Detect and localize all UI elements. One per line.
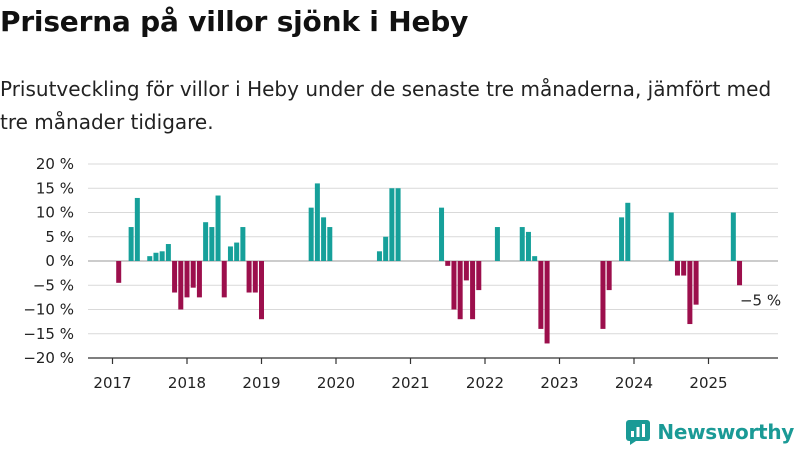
bar (470, 261, 476, 320)
bar (259, 261, 264, 320)
newsworthy-logo-icon (626, 420, 651, 445)
bar (327, 227, 333, 261)
bar (172, 261, 178, 293)
bar (687, 261, 693, 325)
chart-title: Priserna på villor sjönk i Heby (0, 5, 469, 38)
bar (445, 261, 451, 266)
bar (376, 251, 382, 261)
bar (544, 261, 550, 344)
bar (606, 261, 612, 291)
bar (240, 227, 246, 261)
bar (674, 261, 680, 276)
y-tick-label: 5 % (45, 228, 74, 246)
y-tick-label: 20 % (36, 155, 74, 173)
bar (389, 188, 395, 261)
bar (153, 252, 159, 261)
bar (314, 183, 320, 261)
bar (625, 202, 631, 261)
y-tick-label: 15 % (36, 179, 74, 197)
bar (203, 222, 209, 261)
bar (128, 227, 134, 261)
bar (116, 261, 122, 283)
bar (190, 261, 196, 288)
bar (737, 261, 743, 286)
bar (494, 227, 500, 261)
bar (209, 227, 215, 261)
x-tick-label: 2018 (168, 374, 206, 392)
bar (221, 261, 227, 298)
bar (600, 261, 606, 329)
y-tick-label: −20 % (23, 349, 74, 367)
chart-subtitle: Prisutveckling för villor i Heby under d… (0, 77, 772, 134)
bar (234, 242, 240, 261)
bar (451, 261, 457, 310)
x-tick-label: 2022 (466, 374, 504, 392)
bar (178, 261, 184, 310)
bar (439, 207, 445, 261)
x-axis: 2017 2018 2019 2020 2021 2022 2023 2024 2025 (88, 357, 778, 392)
bar (668, 212, 674, 261)
bar (147, 256, 153, 261)
x-tick-label: 2024 (615, 374, 653, 392)
y-axis-tick-labels: 20 % 15 % 10 % 5 % 0 % −5 % −10 % −15 % −20 % (23, 155, 74, 367)
y-tick-label: −15 % (23, 325, 74, 343)
y-tick-label: −5 % (33, 276, 74, 294)
bar (693, 261, 699, 305)
bar (519, 227, 525, 261)
bar (184, 261, 190, 298)
bar (730, 212, 736, 261)
bar (395, 188, 401, 261)
y-tick-label: 0 % (45, 252, 74, 270)
bar (227, 246, 233, 261)
x-tick-label: 2021 (391, 374, 429, 392)
bar (246, 261, 252, 293)
bar (681, 261, 687, 276)
bar (463, 261, 469, 281)
bar (383, 236, 389, 261)
bar (308, 207, 314, 261)
bar (215, 195, 221, 261)
bar (525, 231, 531, 261)
x-tick-label: 2017 (93, 374, 131, 392)
bar (165, 244, 171, 261)
bar (252, 261, 258, 293)
x-tick-label: 2020 (317, 374, 355, 392)
bar (196, 261, 202, 298)
x-tick-label: 2023 (540, 374, 578, 392)
y-tick-label: −10 % (23, 301, 74, 319)
value-annotation: −5 % (740, 291, 781, 309)
bar (538, 261, 544, 329)
bar (134, 197, 140, 261)
brand-name: Newsworthy (657, 420, 794, 444)
bar (532, 256, 538, 261)
x-tick-label: 2019 (242, 374, 280, 392)
bar (321, 217, 327, 261)
bar (159, 251, 165, 261)
bar (619, 217, 625, 261)
bar (476, 261, 482, 291)
x-tick-label: 2025 (689, 374, 727, 392)
newsworthy-brand[interactable]: Newsworthy (625, 419, 794, 445)
bar (457, 261, 463, 320)
bars (116, 183, 743, 344)
annotations: −5 % (740, 291, 781, 309)
y-tick-label: 10 % (36, 204, 74, 222)
